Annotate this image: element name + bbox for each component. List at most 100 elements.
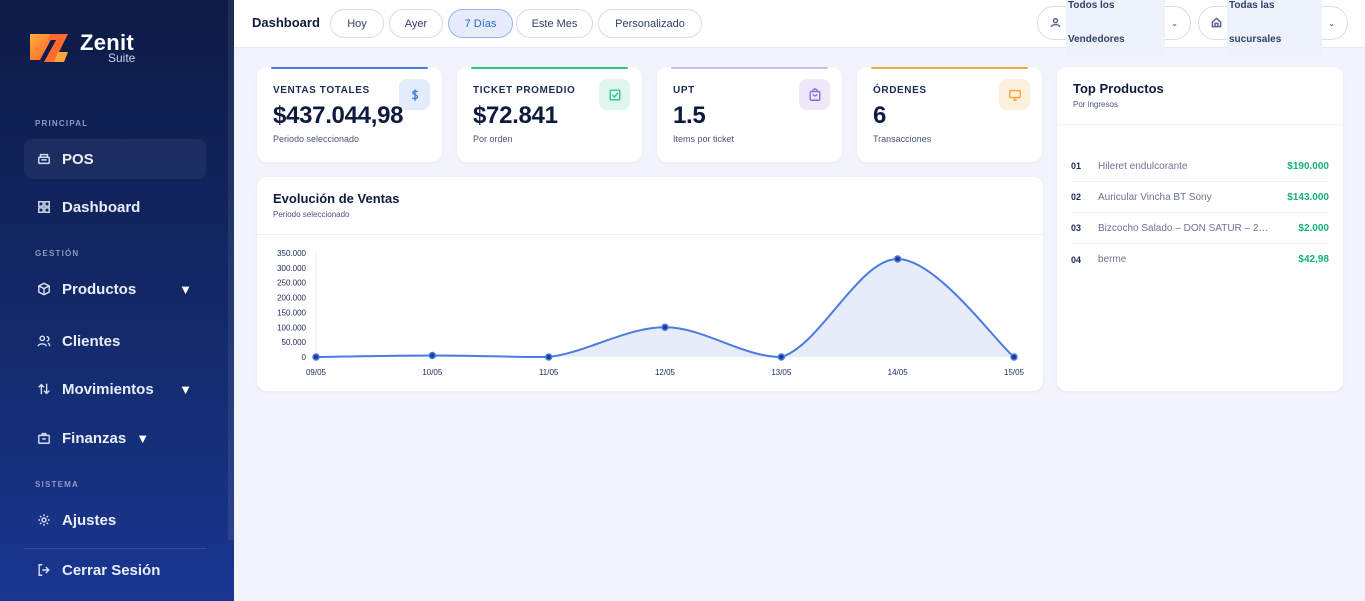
chevron-down-icon: ▼ [179,381,192,397]
data-point[interactable] [777,353,786,361]
period-7dias-button[interactable]: 7 Días [448,9,513,38]
sidebar-item-label: Cerrar Sesión [62,561,161,579]
product-amount: $190.000 [1287,160,1329,172]
top-products-subtitle: Por ingresos [1073,100,1118,109]
x-tick-label: 11/05 [539,368,559,377]
kpi-card-ventas-totales: VENTAS TOTALES $437.044,98 Periodo selec… [257,67,442,162]
sales-chart: 350.000 300.000 250.000 200.000 150.000 100.0… [277,249,1025,377]
vendor-filter-value: Todos los Vendedores [1066,0,1166,57]
kpi-subtitle: Transacciones [873,134,932,144]
sidebar-item-productos[interactable]: Productos ▼ [24,269,206,309]
users-icon [36,333,52,349]
sidebar-item-label: Ajustes [62,511,117,529]
sidebar-item-movimientos[interactable]: Movimientos ▼ [24,369,206,409]
product-amount: $42,98 [1298,254,1329,265]
data-point[interactable] [312,353,320,361]
briefcase-icon [36,430,52,446]
y-tick-label: 300.000 [277,264,306,273]
y-tick-label: 350.000 [277,249,306,258]
sidebar-item-label: Finanzas [62,429,127,447]
x-tick-label: 09/05 [306,368,327,377]
chart-area [316,258,1014,357]
product-row[interactable]: 01 Hileret endulcorante $190.000 [1071,151,1329,182]
branch-filter-value: Todas las sucursales [1227,0,1323,57]
product-row[interactable]: 03 Bizcocho Salado – DON SATUR – 200 g $… [1071,213,1329,244]
zenit-logo-icon [30,34,68,62]
brand-logo[interactable]: Zenit Suite [28,30,135,66]
product-amount: $143.000 [1287,191,1329,203]
y-tick-label: 50.000 [282,338,307,347]
monitor-icon [999,79,1030,110]
sidebar: Zenit Suite PRINCIPAL POS Dashboard GEST… [0,0,234,601]
kpi-subtitle: Por orden [473,134,513,144]
gear-icon [36,512,52,528]
section-sistema: SISTEMA [35,480,79,489]
sidebar-item-pos[interactable]: POS [24,139,206,179]
product-amount: $2.000 [1298,222,1329,234]
chevron-down-icon: ▼ [136,430,150,446]
top-products-title: Top Productos [1073,81,1164,96]
kpi-label: TICKET PROMEDIO [473,85,576,96]
pos-icon [36,151,52,167]
sidebar-item-dashboard[interactable]: Dashboard [24,187,206,227]
product-name: berme [1098,254,1127,265]
kpi-label: ÓRDENES [873,85,927,96]
period-ayer-button[interactable]: Ayer [389,9,443,38]
data-point[interactable] [893,255,902,263]
kpi-accent-line [471,67,628,69]
brand-sub: Suite [108,51,136,65]
top-products-card: Top Productos Por ingresos 01 Hileret en… [1057,67,1343,391]
kpi-value: $437.044,98 [273,102,404,129]
data-point[interactable] [661,323,669,332]
y-tick-label: 150.000 [277,308,306,317]
kpi-card-ticket-promedio: TICKET PROMEDIO $72.841 Por orden [457,67,642,162]
data-point[interactable] [428,351,437,360]
logout-icon [36,562,52,578]
chevron-down-icon: ⌄ [1171,18,1178,28]
sidebar-item-label: Clientes [62,332,121,350]
data-point[interactable] [544,353,553,361]
sales-chart-card: Evolución de Ventas Periodo seleccionado… [257,177,1043,391]
sidebar-item-clientes[interactable]: Clientes [24,321,206,361]
sidebar-item-label: Movimientos [62,380,154,398]
kpi-value: 1.5 [673,102,706,129]
kpi-subtitle: Periodo seleccionado [273,134,360,144]
top-bar: Dashboard Hoy Ayer 7 Días Este Mes Perso… [234,0,1365,57]
chevron-down-icon: ⌄ [1328,18,1335,28]
y-tick-label: 0 [302,353,307,362]
x-tick-label: 10/05 [422,368,443,377]
product-row[interactable]: 04 berme $42,98 [1071,244,1329,275]
data-point[interactable] [1010,353,1018,361]
sidebar-item-label: Dashboard [62,198,141,216]
x-tick-label: 15/05 [1004,368,1025,377]
vendor-filter-select[interactable]: Todos los Vendedores ⌄ [1037,0,1191,57]
section-principal: PRINCIPAL [35,119,89,128]
kpi-subtitle: Items por ticket [673,134,735,144]
x-tick-label: 14/05 [888,368,909,377]
check-icon [599,79,630,110]
kpi-accent-line [271,67,428,69]
arrows-icon [36,381,52,397]
product-name: Hileret endulcorante [1098,160,1188,172]
product-name: Auricular Vincha BT Sony [1098,191,1212,203]
sidebar-item-ajustes[interactable]: Ajustes [24,500,206,540]
x-tick-label: 13/05 [771,368,792,377]
kpi-accent-line [671,67,828,69]
chevron-down-icon: ▼ [179,281,192,297]
dollar-icon [399,79,430,110]
kpi-label: UPT [673,85,695,96]
kpi-value: 6 [873,102,887,129]
branch-filter-select[interactable]: Todas las sucursales ⌄ [1198,0,1348,57]
period-hoy-button[interactable]: Hoy [330,9,384,38]
box-icon [36,281,52,297]
logout-button[interactable]: Cerrar Sesión [24,550,206,590]
kpi-card-ordenes: ÓRDENES 6 Transacciones [857,67,1042,162]
period-personalizado-button[interactable]: Personalizado [598,9,702,38]
dashboard-icon [36,199,52,215]
product-rank: 02 [1071,192,1082,202]
product-row[interactable]: 02 Auricular Vincha BT Sony $143.000 [1071,182,1329,213]
period-este-mes-button[interactable]: Este Mes [516,9,593,38]
y-tick-label: 250.000 [277,279,306,288]
sidebar-item-finanzas[interactable]: Finanzas ▼ [24,418,206,458]
section-gestion: GESTIÓN [35,249,80,258]
